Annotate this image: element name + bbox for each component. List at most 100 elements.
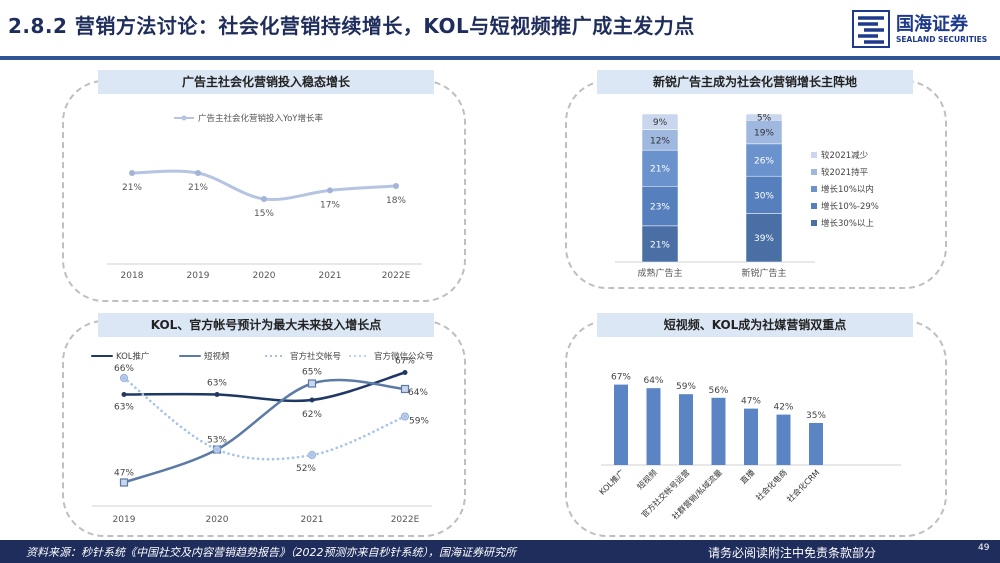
bar-label: 42% (773, 403, 793, 413)
data-label: 62% (302, 410, 322, 420)
legend-swatch (811, 169, 817, 175)
segment-label: 23% (650, 203, 670, 213)
legend-label: 广告主社会化营销投入YoY增长率 (198, 113, 323, 124)
data-label: 15% (254, 209, 274, 219)
legend-label: 增长30%以上 (821, 218, 874, 229)
data-point (400, 384, 410, 394)
data-point (402, 370, 408, 375)
legend-label: 较2021减少 (821, 150, 869, 161)
legend-label: 增长10%以内 (821, 184, 874, 195)
data-point (121, 392, 127, 397)
x-tick-label: 2022E (391, 515, 420, 525)
page-title: 2.8.2 营销方法讨论：社会化营销持续增长，KOL与短视频推广成主发力点 (8, 14, 695, 38)
data-label: 59% (409, 417, 429, 427)
data-point (403, 414, 407, 419)
data-point (119, 478, 129, 487)
data-point (261, 196, 267, 202)
data-label: 17% (320, 200, 340, 210)
segment-label: 12% (650, 136, 670, 146)
logo-en: SEALAND SECURITIES (896, 35, 988, 44)
legend-swatch (811, 186, 817, 192)
legend-swatch (811, 152, 817, 158)
x-tick-label: 新锐广告主 (741, 267, 786, 279)
data-label: 18% (386, 196, 406, 206)
legend-label: 增长10%-29% (821, 201, 879, 212)
bar (614, 384, 628, 465)
data-point (195, 170, 201, 176)
series-line (122, 376, 407, 461)
x-tick-label: 2021 (301, 515, 324, 525)
series-line (131, 169, 397, 202)
data-point (327, 187, 333, 194)
legend-swatch (811, 203, 817, 209)
data-label: 65% (302, 368, 322, 378)
data-label: 67% (395, 357, 415, 367)
data-point (214, 392, 220, 397)
segment-label: 26% (754, 157, 774, 167)
bar-label: 56% (708, 386, 728, 396)
x-tick-label: 2019 (113, 515, 136, 525)
x-tick-label: 2020 (206, 515, 229, 525)
x-tick-label: 直播 (738, 467, 756, 485)
data-point (129, 170, 135, 176)
x-tick-label: 2019 (187, 271, 210, 281)
footer-bar (0, 540, 1000, 563)
stack-segment (641, 186, 679, 227)
bar (776, 414, 791, 465)
x-tick-label: 2022E (382, 271, 411, 281)
segment-label: 30% (754, 191, 774, 201)
data-label: 64% (408, 388, 428, 398)
legend-label: 官方社交帐号 (290, 351, 341, 362)
data-point (215, 447, 219, 452)
stack-segment (641, 225, 679, 263)
bar-label: 64% (643, 376, 663, 386)
bar (646, 388, 661, 465)
data-label: 53% (207, 436, 227, 446)
bar-label: 59% (676, 382, 696, 392)
x-tick-label: 2020 (253, 271, 276, 281)
legend-label: 官方微信公众号 (374, 351, 434, 362)
logo-emblem-icon (852, 10, 890, 48)
chart4-title: 短视频、KOL成为社媒营销双重点 (597, 313, 913, 337)
chart4-svg: 67%KOL推广64%短视频59%官方社交帐号运营56%社群营销/私域流量47%… (597, 373, 901, 522)
data-label: 21% (122, 183, 142, 193)
chart1-title: 广告主社会化营销投入稳态增长 (98, 70, 434, 94)
data-label: 52% (296, 464, 316, 474)
source-note: 资料来源：秒针系统《中国社交及内容营销趋势报告》（2022预测亦来自秒针系统），… (26, 546, 516, 559)
stack-segment (641, 149, 679, 187)
segment-label: 5% (757, 114, 772, 124)
header-divider (0, 56, 1000, 60)
bar (679, 394, 693, 465)
x-tick-label: 成熟广告主 (637, 267, 682, 279)
disclaimer: 请务必阅读附注中免责条款部分 (708, 546, 877, 560)
data-point (309, 397, 315, 403)
stack-segment (745, 175, 783, 214)
stack-segment (745, 143, 783, 177)
segment-label: 19% (754, 129, 774, 139)
data-point (310, 453, 314, 457)
segment-label: 21% (650, 240, 670, 250)
bar-label: 35% (806, 411, 826, 421)
bar-label: 47% (741, 397, 761, 407)
legend-swatch (811, 220, 817, 226)
page-number: 49 (978, 543, 990, 553)
data-label: 63% (207, 379, 227, 389)
chart3-title: KOL、官方帐号预计为最大未来投入增长点 (98, 313, 434, 337)
logo: 国海证券 SEALAND SECURITIES (852, 10, 997, 50)
legend-label: 较2021持平 (821, 167, 869, 178)
x-tick-label: 2021 (319, 271, 342, 281)
chart1-svg: 2018 2019 2020 2021 2022E 广告主社会化营销投入YoY增长率 21%… (107, 113, 422, 281)
legend-label: KOL推广 (116, 351, 150, 362)
data-point (393, 183, 399, 189)
series-line (122, 378, 407, 484)
segment-label: 39% (754, 234, 774, 244)
legend-marker (181, 115, 187, 121)
data-point (122, 376, 126, 380)
data-label: 63% (114, 403, 134, 413)
chart2-title: 新锐广告主成为社会化营销增长主阵地 (597, 70, 913, 94)
x-tick-label: 2018 (121, 271, 144, 281)
x-tick-label: 社会化电商 (754, 467, 789, 502)
bar (744, 408, 758, 465)
x-tick-label: KOL推广 (597, 467, 626, 496)
series-line (122, 371, 407, 403)
